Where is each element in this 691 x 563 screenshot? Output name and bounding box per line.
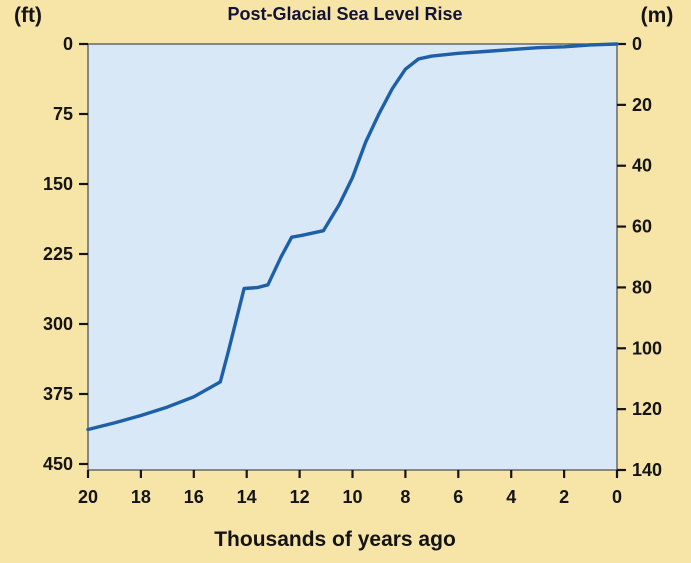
left-tick-label: 375 xyxy=(43,384,73,404)
sea-level-line xyxy=(86,42,619,432)
x-tick-label: 8 xyxy=(400,487,410,507)
right-tick-label: 20 xyxy=(632,95,652,115)
left-axis-unit-label: (ft) xyxy=(14,4,42,27)
x-tick-label: 12 xyxy=(290,487,310,507)
left-tick-label: 75 xyxy=(53,104,73,124)
left-tick-label: 0 xyxy=(63,34,73,54)
x-tick-label: 2 xyxy=(559,487,569,507)
right-tick-label: 60 xyxy=(632,217,652,237)
left-tick-label: 150 xyxy=(43,174,73,194)
x-tick-label: 18 xyxy=(131,487,151,507)
right-axis-unit-label: (m) xyxy=(641,4,674,27)
x-tick-label: 16 xyxy=(184,487,204,507)
x-tick-label: 4 xyxy=(506,487,516,507)
x-axis-title: Thousands of years ago xyxy=(214,528,456,551)
left-tick-label: 300 xyxy=(43,314,73,334)
x-tick-label: 20 xyxy=(78,487,98,507)
left-tick-label: 450 xyxy=(43,454,73,474)
x-tick-label: 14 xyxy=(237,487,257,507)
x-tick-label: 6 xyxy=(453,487,463,507)
plot-area xyxy=(87,43,618,471)
x-tick-label: 0 xyxy=(612,487,622,507)
right-tick-label: 140 xyxy=(632,460,662,480)
right-tick-label: 40 xyxy=(632,156,652,176)
right-tick-label: 120 xyxy=(632,399,662,419)
chart-title: Post-Glacial Sea Level Rise xyxy=(227,4,462,24)
x-tick-label: 10 xyxy=(342,487,362,507)
right-tick-label: 100 xyxy=(632,338,662,358)
left-tick-label: 225 xyxy=(43,244,73,264)
right-tick-label: 80 xyxy=(632,277,652,297)
right-tick-label: 0 xyxy=(632,34,642,54)
